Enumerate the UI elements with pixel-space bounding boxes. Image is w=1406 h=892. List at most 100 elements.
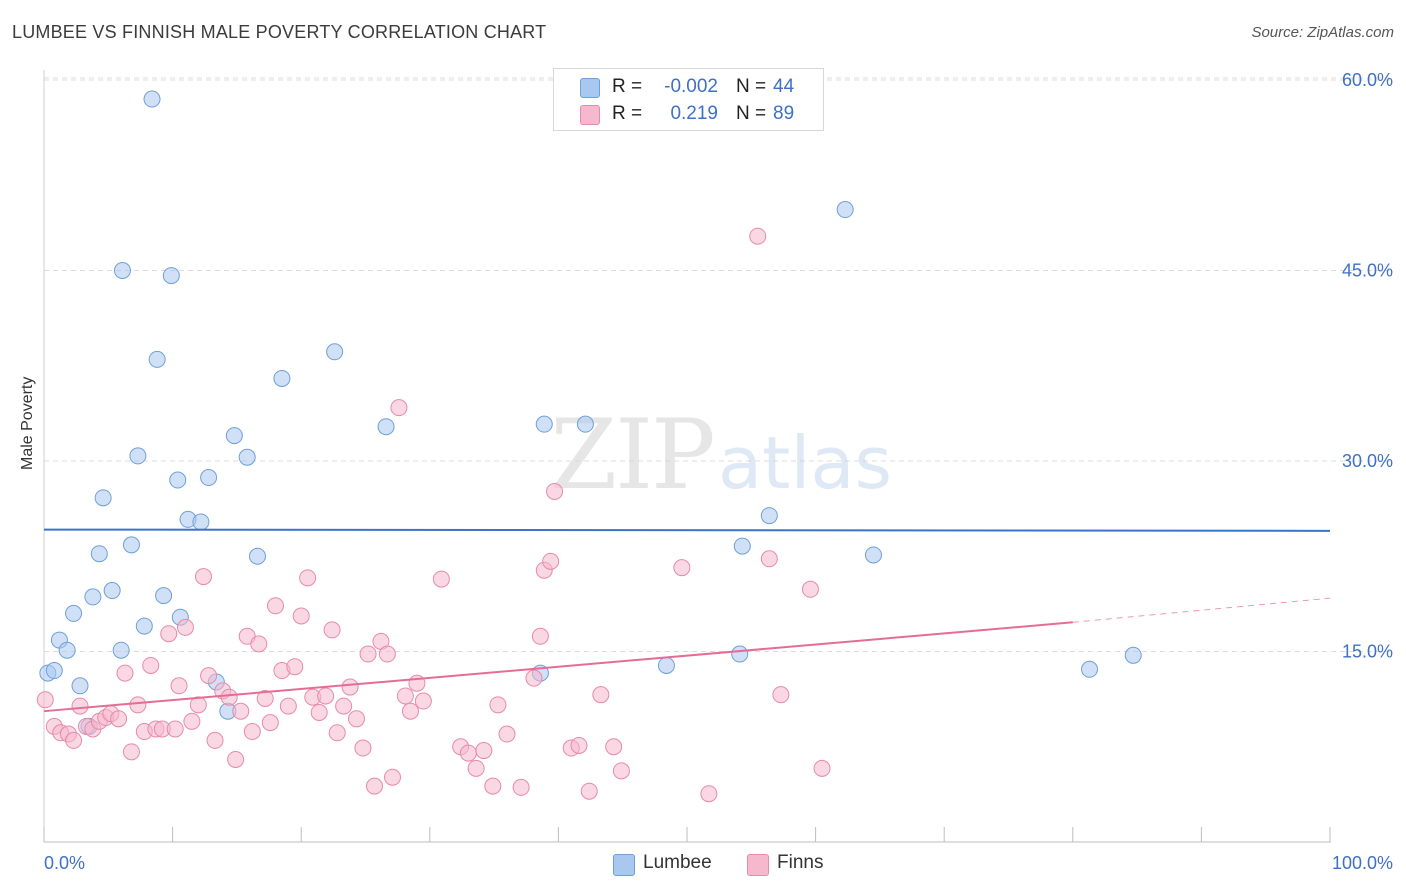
finns-point <box>256 689 274 707</box>
finns-point <box>170 677 188 695</box>
finns-point <box>801 580 819 598</box>
finns-point <box>700 785 718 803</box>
finns-point <box>531 627 549 645</box>
finns-point <box>542 552 560 570</box>
finns-point <box>467 759 485 777</box>
finns-swatch <box>580 105 600 125</box>
lumbee-point <box>576 415 594 433</box>
finns-point <box>261 714 279 732</box>
finns-legend-swatch <box>747 854 769 876</box>
stats-row-lumbee: R = -0.002 N = 44 <box>554 74 823 100</box>
finns-point <box>354 739 372 757</box>
finns-point <box>129 696 147 714</box>
finns-point <box>347 710 365 728</box>
lumbee-point <box>129 447 147 465</box>
finns-point <box>459 744 477 762</box>
finns-point <box>772 686 790 704</box>
finns-point <box>341 678 359 696</box>
lumbee-legend-swatch <box>613 854 635 876</box>
finns-point <box>475 742 493 760</box>
lumbee-point <box>45 662 63 680</box>
r-label: R = <box>612 76 643 97</box>
lumbee-point <box>535 415 553 433</box>
finns-point <box>292 607 310 625</box>
finns-point <box>580 782 598 800</box>
finns-point <box>328 724 346 742</box>
finns-point <box>310 703 328 721</box>
finns-point <box>160 625 178 643</box>
lumbee-point <box>135 617 153 635</box>
finns-point <box>36 691 54 709</box>
finns-point <box>279 697 297 715</box>
finns-point <box>317 687 335 705</box>
finns-point <box>110 710 128 728</box>
source-label: Source: ZipAtlas.com <box>1251 24 1394 41</box>
finns-point <box>512 778 530 796</box>
lumbee-point <box>326 343 344 361</box>
n-value: 44 <box>773 76 795 97</box>
finns-point <box>612 762 630 780</box>
lumbee-point <box>113 262 131 279</box>
finns-point <box>335 697 353 715</box>
chart-title: LUMBEE VS FINNISH MALE POVERTY CORRELATI… <box>12 22 547 42</box>
finns-point <box>250 635 268 653</box>
finns-point <box>396 687 414 705</box>
finns-point <box>390 399 408 417</box>
finns-point <box>402 702 420 720</box>
y-tick-label: 60.0% <box>1342 70 1393 90</box>
finns-point <box>384 768 402 786</box>
lumbee-point <box>90 545 108 563</box>
finns-point <box>525 669 543 687</box>
lumbee-point <box>162 267 180 285</box>
stats-row-finns: R = 0.219 N = 89 <box>554 101 823 127</box>
lumbee-point <box>58 641 76 659</box>
finns-point <box>176 618 194 636</box>
r-label: R = <box>612 103 643 124</box>
lumbee-point <box>225 427 243 445</box>
lumbee-point <box>112 641 130 659</box>
finns-point <box>359 645 377 663</box>
lumbee-point <box>200 469 218 487</box>
finns-point <box>378 645 396 663</box>
lumbee-point <box>760 507 778 525</box>
lumbee-trend-line <box>43 528 1331 532</box>
lumbee-point <box>148 350 166 368</box>
lumbee-point <box>65 604 83 622</box>
lumbee-point <box>248 547 266 565</box>
n-label: N = <box>736 76 767 97</box>
finns-point <box>484 777 502 795</box>
lumbee-point <box>155 587 173 605</box>
finns-point <box>206 731 224 749</box>
lumbee-point <box>731 645 749 663</box>
lumbee-swatch <box>580 78 600 98</box>
r-value: 0.219 <box>670 103 718 124</box>
y-tick-label: 30.0% <box>1342 451 1393 471</box>
finns-point <box>183 712 201 730</box>
finns-point <box>760 550 778 568</box>
lumbee-point <box>122 536 140 554</box>
finns-point <box>142 656 160 674</box>
finns-point <box>498 725 516 743</box>
lumbee-point <box>238 448 256 466</box>
lumbee-point <box>84 588 102 606</box>
legend: Lumbee Finns <box>0 852 1406 878</box>
x-tick-label: 0.0% <box>44 853 85 873</box>
finns-point <box>200 667 218 685</box>
lumbee-point <box>733 537 751 555</box>
legend-label: Lumbee <box>643 852 712 873</box>
lumbee-point <box>864 546 882 564</box>
finns-point <box>189 696 207 714</box>
lumbee-point <box>836 201 854 219</box>
finns-point <box>194 568 212 586</box>
lumbee-point <box>1124 646 1142 664</box>
finns-point <box>546 482 564 500</box>
finns-point <box>366 777 384 795</box>
finns-point <box>749 227 767 245</box>
finns-trend-line <box>43 621 1073 713</box>
watermark-atlas: atlas <box>718 421 892 505</box>
finns-point <box>266 597 284 615</box>
finns-point <box>220 688 238 706</box>
finns-point <box>232 702 250 720</box>
finns-point <box>673 559 691 577</box>
